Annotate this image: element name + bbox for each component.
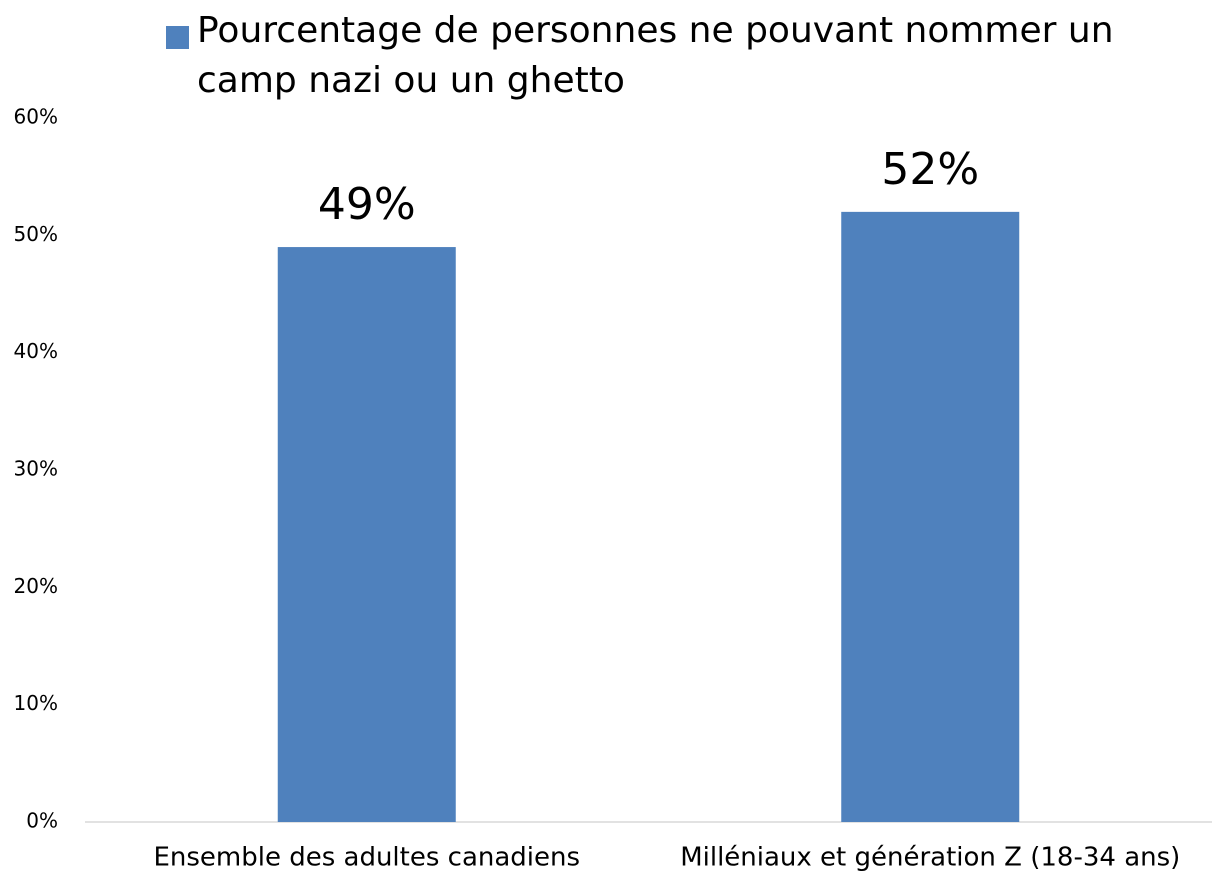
y-tick-label: 10% bbox=[14, 691, 58, 715]
y-tick-label: 30% bbox=[14, 457, 58, 481]
bar bbox=[841, 211, 1020, 822]
legend-label: Pourcentage de personnes ne pouvant nomm… bbox=[197, 10, 1114, 101]
y-tick-label: 40% bbox=[14, 339, 58, 363]
y-tick-label: 50% bbox=[14, 222, 58, 246]
bar bbox=[277, 247, 456, 823]
y-tick-label: 0% bbox=[26, 809, 58, 833]
y-tick-label: 20% bbox=[14, 574, 58, 598]
legend: Pourcentage de personnes ne pouvant nomm… bbox=[166, 6, 1116, 106]
x-tick-label: Ensemble des adultes canadiens bbox=[153, 843, 580, 873]
y-tick-label: 60% bbox=[14, 105, 58, 129]
value-label: 49% bbox=[318, 179, 416, 230]
legend-swatch bbox=[166, 26, 189, 49]
value-label: 52% bbox=[881, 144, 979, 195]
x-tick-label: Milléniaux et génération Z (18-34 ans) bbox=[680, 843, 1180, 873]
